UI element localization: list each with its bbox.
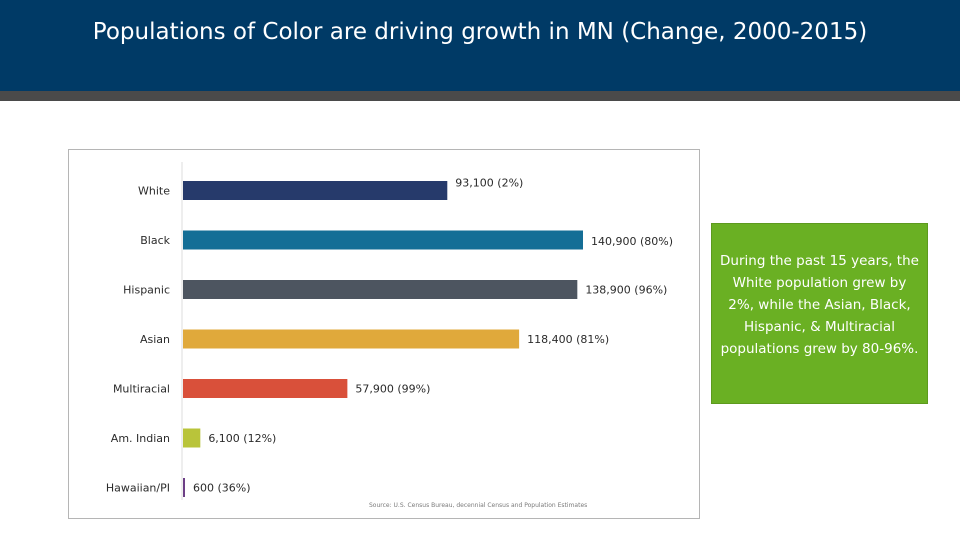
category-label: Am. Indian [111, 432, 170, 445]
bar [183, 478, 185, 497]
callout-text: During the past 15 years, the White popu… [720, 253, 919, 357]
data-label: 118,400 (81%) [527, 333, 609, 346]
title-bar-underline [0, 91, 960, 101]
chart-source: Source: U.S. Census Bureau, decennial Ce… [369, 502, 588, 509]
chart-canvas: White 93,100 (2%) Black 140,900 (80%) Hispan… [106, 162, 673, 500]
data-label: 6,100 (12%) [208, 432, 276, 445]
category-label: Hispanic [123, 284, 170, 297]
category-label: White [138, 185, 170, 198]
data-label: 57,900 (99%) [355, 383, 430, 396]
title-bar [0, 0, 960, 91]
bar [183, 280, 578, 299]
data-label: 93,100 (2%) [455, 177, 523, 190]
category-label: Hawaiian/PI [106, 482, 170, 495]
data-label: 600 (36%) [193, 482, 251, 495]
slide-title: Populations of Color are driving growth … [92, 19, 868, 45]
category-label: Black [140, 234, 170, 247]
bar [183, 230, 583, 250]
bar-chart: White 93,100 (2%) Black 140,900 (80%) Hispan… [68, 149, 700, 519]
bar [183, 329, 520, 349]
bar [183, 379, 348, 398]
summary-callout: During the past 15 years, the White popu… [711, 223, 928, 404]
category-label: Multiracial [113, 383, 170, 396]
data-label: 138,900 (96%) [585, 284, 667, 297]
bar [183, 181, 448, 200]
category-label: Asian [140, 333, 170, 346]
bar [183, 428, 201, 448]
data-label: 140,900 (80%) [591, 235, 673, 248]
